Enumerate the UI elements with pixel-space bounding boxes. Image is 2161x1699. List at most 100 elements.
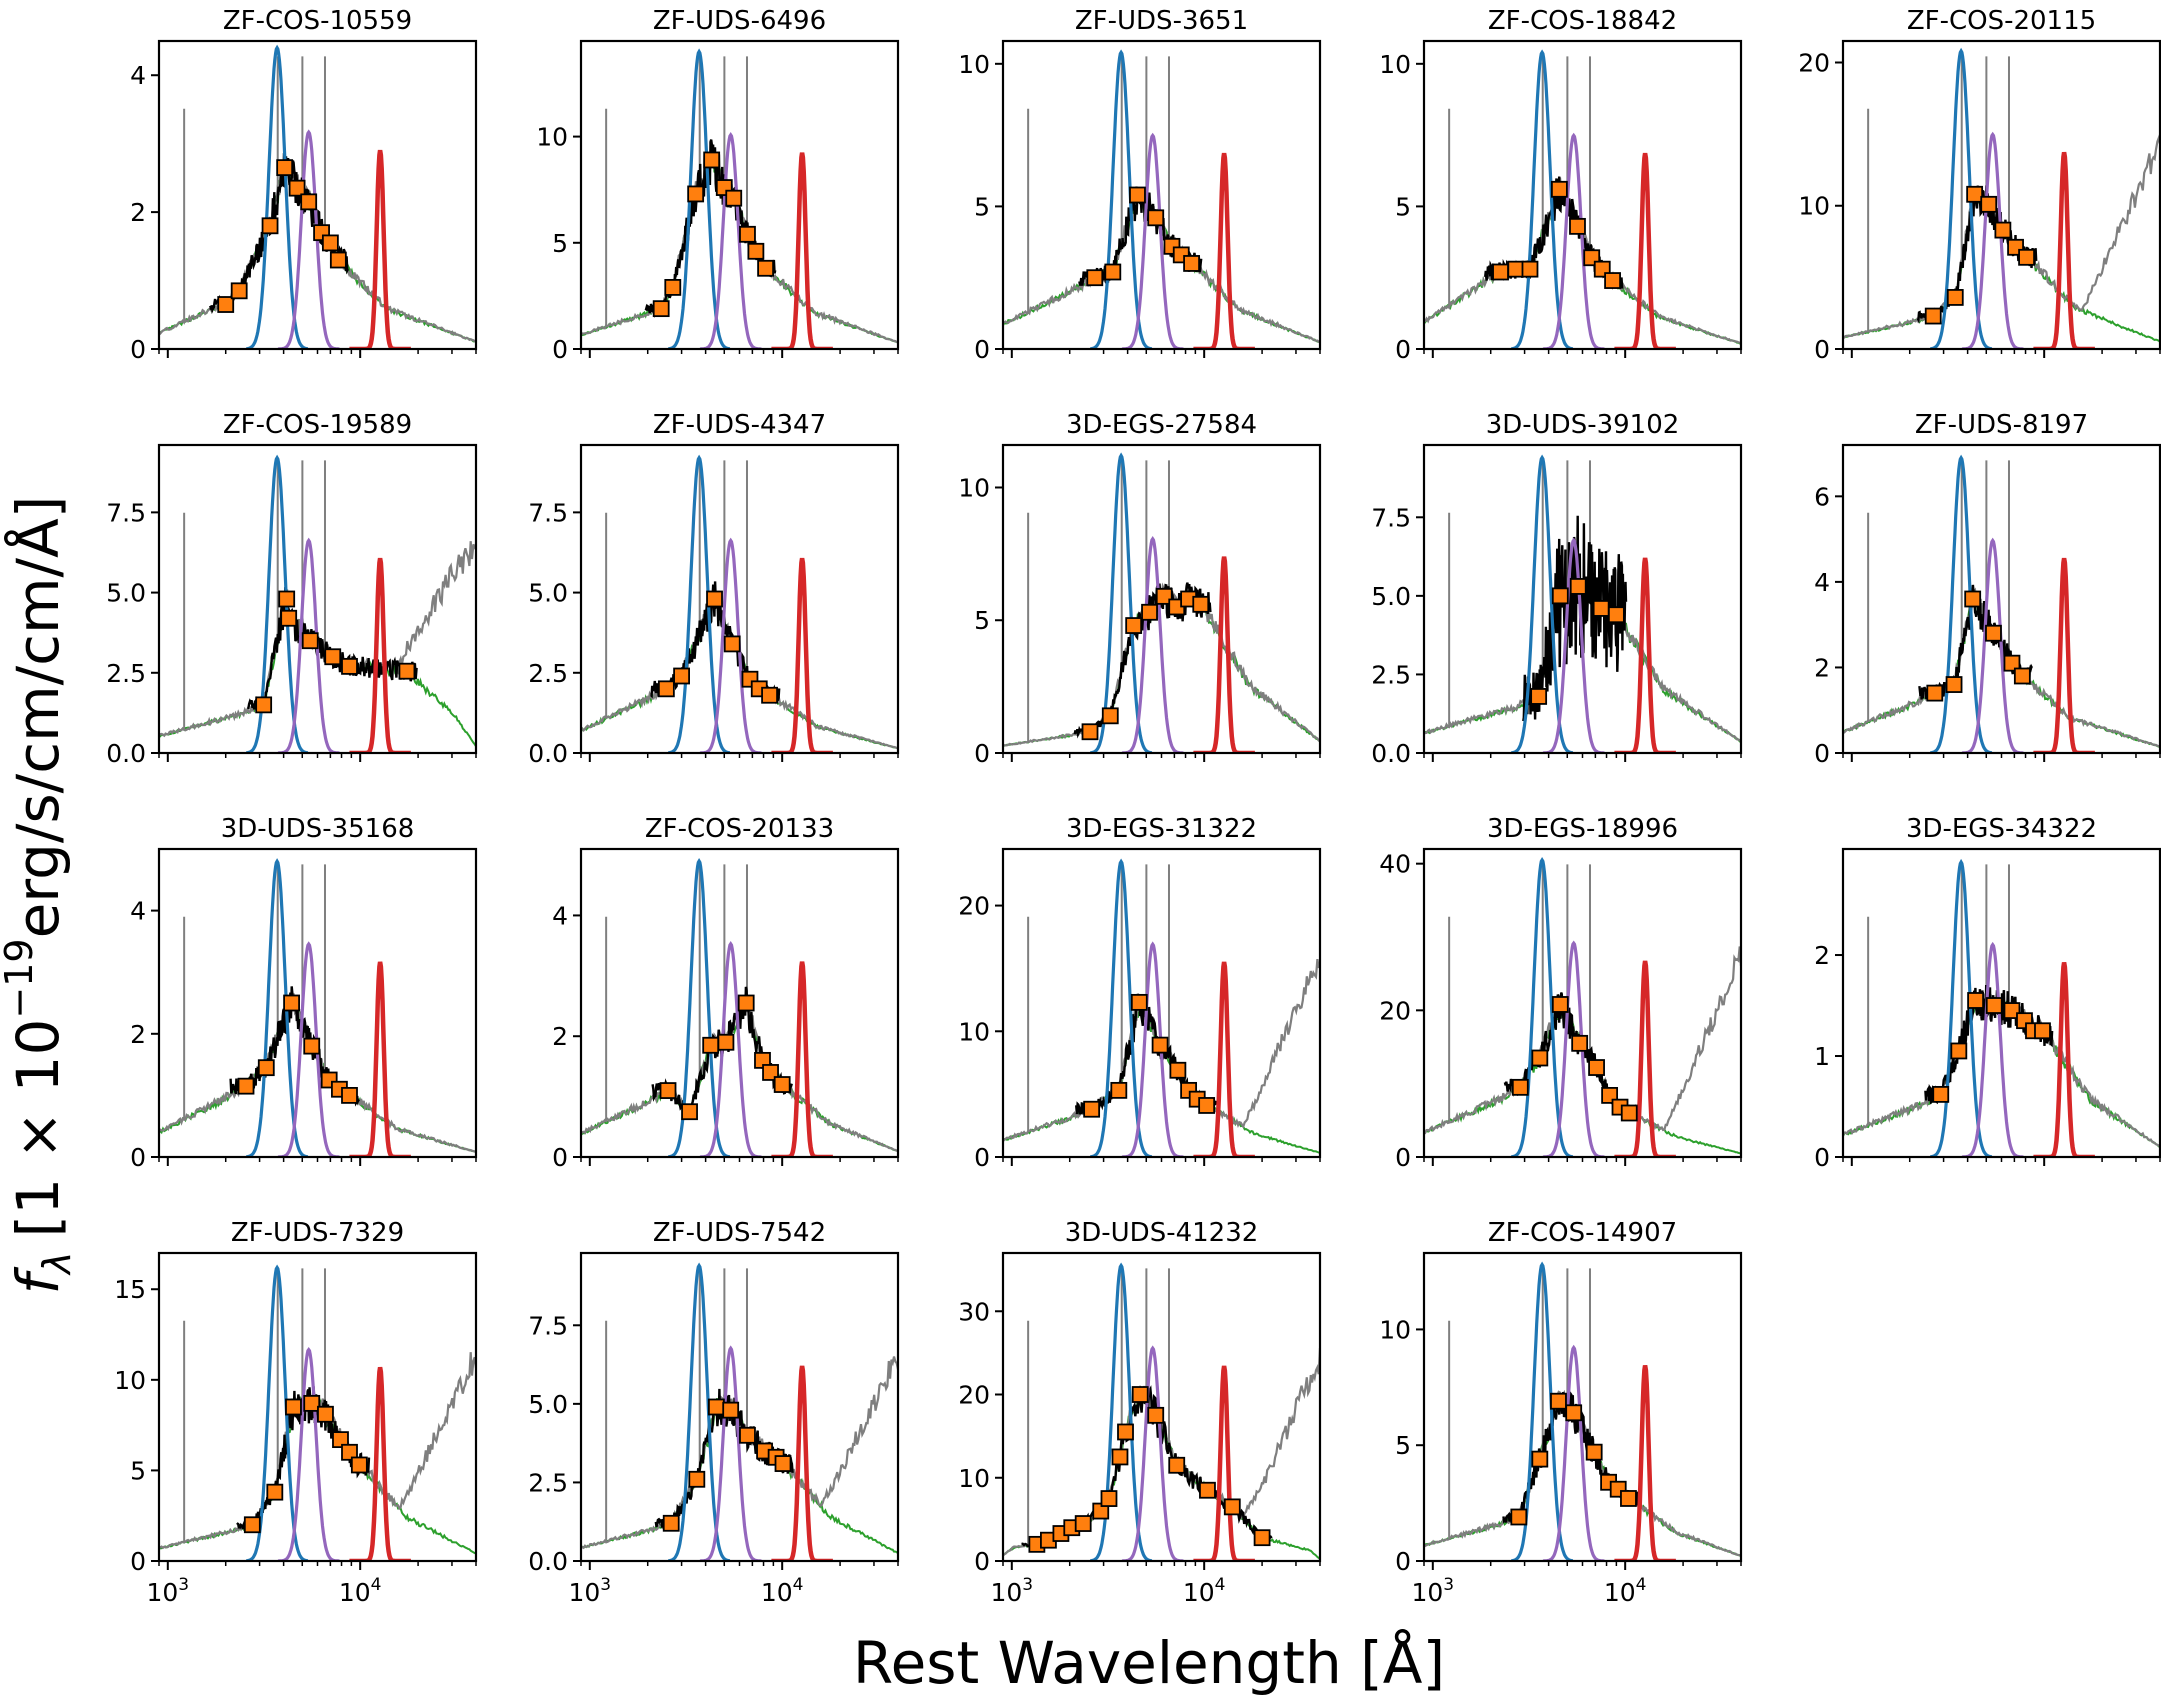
filter-red-curve xyxy=(1614,1365,1676,1561)
filter-red-curve xyxy=(771,152,833,349)
photometry-point xyxy=(1571,1034,1589,1052)
photometry-point xyxy=(1086,269,1104,287)
photometry-point xyxy=(757,259,774,277)
photometry-point xyxy=(1507,260,1525,278)
filter-purple-curve xyxy=(1121,536,1184,753)
photometry-point xyxy=(1081,723,1099,741)
y-tick-label: 10 xyxy=(958,1017,990,1046)
filter-blue-curve xyxy=(246,858,309,1157)
photometry-point xyxy=(717,1033,735,1051)
filter-red-curve xyxy=(1193,961,1255,1157)
y-tick-label: 15 xyxy=(114,1275,146,1304)
filter-purple-curve xyxy=(699,1345,762,1561)
photometry-point xyxy=(1950,1042,1968,1060)
panel: 3D-UDS-39102 0.0 2.5 5.0 7.5 xyxy=(1371,410,1743,768)
y-tick-label: 0.0 xyxy=(1371,739,1411,768)
y-tick-label: 5 xyxy=(1395,192,1411,221)
filter-red-curve xyxy=(771,557,833,753)
filter-blue-curve xyxy=(1090,49,1153,349)
filter-red-curve xyxy=(349,149,411,349)
y-axis-label-exp: −19 xyxy=(0,938,41,1018)
photometry-point xyxy=(341,657,358,675)
photometry-point xyxy=(702,1036,720,1054)
y-tick-label: 4 xyxy=(130,897,146,926)
panel-frame xyxy=(157,443,478,755)
panel-title: 3D-EGS-27584 xyxy=(1066,410,1257,440)
filter-blue-curve xyxy=(668,1262,731,1561)
y-tick-label: 30 xyxy=(958,1297,990,1326)
photometry-point xyxy=(681,1103,698,1121)
y-tick-label: 1 xyxy=(1814,1042,1830,1071)
photometry-point xyxy=(1521,260,1539,278)
photometry-point xyxy=(725,189,743,207)
filter-purple-curve xyxy=(1121,1345,1184,1561)
panel-frame xyxy=(1422,1251,1743,1563)
panel: ZF-UDS-8197 0 2 4 6 xyxy=(1814,410,2161,768)
y-tick-label: 0 xyxy=(552,1143,568,1172)
filter-red-curve xyxy=(1614,960,1676,1157)
y-tick-label: 0.0 xyxy=(528,1547,568,1576)
photometry-point xyxy=(723,635,741,653)
photometry-point xyxy=(659,1082,677,1099)
y-tick-label: 0 xyxy=(1395,1143,1411,1172)
photometry-point xyxy=(652,300,670,318)
photometry-point xyxy=(1985,624,2002,642)
panel-frame xyxy=(1001,847,1322,1159)
filter-purple-curve xyxy=(1542,537,1605,753)
filter-red-curve xyxy=(1614,557,1676,753)
y-axis-label-prefix: [1 × 10 xyxy=(4,1019,72,1238)
y-tick-label: 0 xyxy=(1395,335,1411,364)
photometry-point xyxy=(217,296,235,313)
y-tick-label: 2.5 xyxy=(528,1468,568,1497)
filter-purple-curve xyxy=(277,1346,340,1561)
y-tick-label: 0.0 xyxy=(528,739,568,768)
filter-red-curve xyxy=(349,557,411,753)
y-tick-label: 10 xyxy=(958,473,990,502)
panel-frame xyxy=(157,39,478,351)
y-tick-label: 20 xyxy=(1379,996,1411,1025)
panel-frame xyxy=(1841,443,2161,755)
filter-blue-curve xyxy=(1090,1262,1153,1561)
filter-blue-curve xyxy=(1511,49,1574,349)
photometry-point xyxy=(237,1077,255,1095)
photometry-point xyxy=(266,1483,284,1501)
photometry-point xyxy=(1125,617,1143,634)
y-tick-label: 5.0 xyxy=(528,579,568,608)
panel-title: ZF-COS-19589 xyxy=(223,410,412,440)
panel: 3D-EGS-18996 0 20 40 xyxy=(1379,814,1743,1172)
filter-blue-curve xyxy=(1930,47,1993,349)
filter-purple-curve xyxy=(699,537,762,753)
filter-purple-curve xyxy=(1542,940,1605,1157)
y-tick-label: 2.5 xyxy=(528,659,568,688)
filter-purple-curve xyxy=(1542,132,1605,349)
x-tick-label: 104 xyxy=(1183,1575,1226,1607)
photometry-point xyxy=(1569,578,1587,595)
panel-title: 3D-EGS-34322 xyxy=(1906,814,2097,844)
y-tick-label: 5.0 xyxy=(106,579,146,608)
photometry-point xyxy=(747,242,765,260)
y-tick-label: 2.5 xyxy=(106,659,146,688)
observed-spectrum xyxy=(1073,582,1212,739)
photometry-point xyxy=(1511,1078,1529,1096)
filter-purple-curve xyxy=(277,941,340,1157)
panel-title: ZF-UDS-4347 xyxy=(653,410,826,440)
x-tick-label: 104 xyxy=(1604,1575,1647,1607)
y-tick-label: 4 xyxy=(130,61,146,90)
y-tick-label: 2 xyxy=(552,1022,568,1051)
photometry-point xyxy=(773,1076,791,1093)
panel: ZF-UDS-4347 0.0 2.5 5.0 7.5 xyxy=(528,410,900,768)
filter-red-curve xyxy=(2033,962,2095,1157)
photometry-point xyxy=(1147,1406,1165,1424)
y-tick-label: 5.0 xyxy=(528,1390,568,1419)
filter-purple-curve xyxy=(1121,941,1184,1157)
filter-purple-curve xyxy=(1121,132,1184,349)
panel-title: 3D-EGS-18996 xyxy=(1487,814,1678,844)
photometry-point xyxy=(774,1455,792,1472)
filter-purple-curve xyxy=(699,132,762,349)
filter-purple-curve xyxy=(277,129,340,349)
photometry-point xyxy=(703,151,721,169)
filter-blue-curve xyxy=(246,1264,309,1561)
photometry-point xyxy=(2018,248,2035,266)
filter-red-curve xyxy=(1614,152,1676,349)
photometry-point xyxy=(1588,1059,1605,1076)
